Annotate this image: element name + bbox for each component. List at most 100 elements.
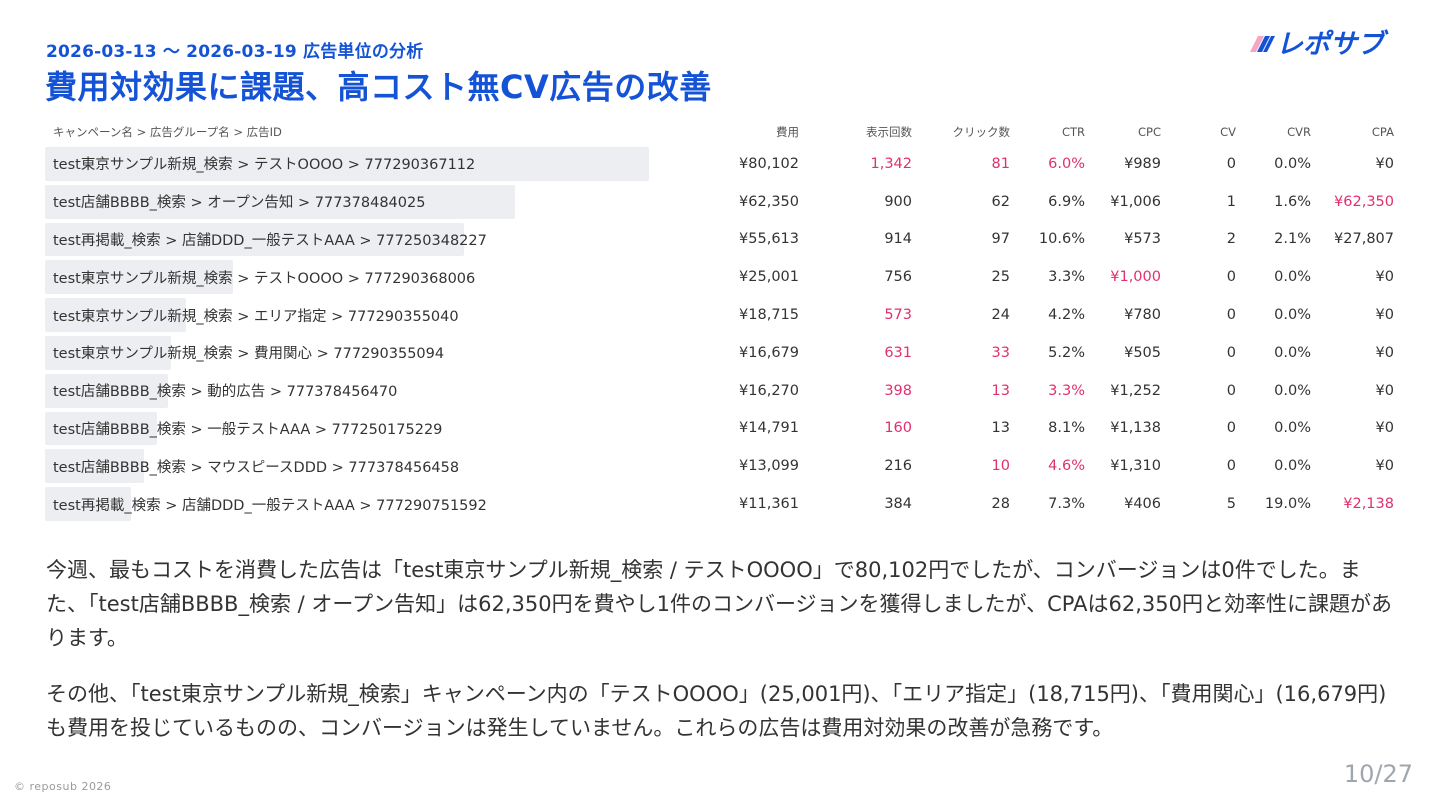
cell-cost: ¥25,001 — [739, 269, 799, 286]
cell-cv: 1 — [1226, 193, 1236, 210]
col-header-cpa: CPA — [1371, 124, 1394, 139]
ad-name-label: test店舗BBBB_検索 > 一般テストAAA > 777250175229 — [53, 421, 443, 438]
cell-cv: 0 — [1226, 420, 1236, 437]
cell-clicks: 33 — [991, 344, 1010, 361]
ad-name-label: test東京サンプル新規_検索 > 費用関心 > 777290355094 — [53, 346, 445, 363]
cell-cpa: ¥0 — [1375, 420, 1394, 437]
cell-cpa: ¥0 — [1375, 344, 1394, 361]
cell-ctr: 5.2% — [1048, 344, 1085, 361]
ad-name-label: test東京サンプル新規_検索 > エリア指定 > 777290355040 — [53, 308, 459, 325]
cost-bar — [45, 222, 464, 257]
table-row: test東京サンプル新規_検索 > テストOOOO > 777290368006… — [45, 258, 1402, 296]
cell-ad-name: test東京サンプル新規_検索 > テストOOOO > 777290367112 — [45, 145, 725, 183]
cell-impressions: 384 — [884, 496, 912, 513]
cell-ctr: 6.0% — [1048, 155, 1085, 172]
cell-impressions: 914 — [884, 231, 912, 248]
logo-text: レポサブ — [1276, 29, 1389, 60]
table-row: test再掲載_検索 > 店舗DDD_一般テストAAA > 7772907515… — [45, 485, 1402, 523]
copyright: © reposub 2026 — [14, 780, 112, 793]
cell-ad-name: test東京サンプル新規_検索 > エリア指定 > 777290355040 — [45, 296, 725, 334]
brand-logo: レポサブ — [1250, 26, 1412, 60]
cell-cpa: ¥0 — [1375, 269, 1394, 286]
cell-cost: ¥11,361 — [739, 496, 799, 513]
cell-cpc: ¥780 — [1124, 307, 1161, 324]
ad-name-label: test再掲載_検索 > 店舗DDD_一般テストAAA > 7772907515… — [53, 497, 487, 514]
table-row: test東京サンプル新規_検索 > 費用関心 > 777290355094 ¥16… — [45, 334, 1402, 372]
page-number: 10/27 — [1343, 760, 1413, 788]
cell-ctr: 3.3% — [1048, 269, 1085, 286]
cell-cvr: 0.0% — [1274, 382, 1311, 399]
cell-cvr: 0.0% — [1274, 458, 1311, 475]
ad-name-label: test店舗BBBB_検索 > オープン告知 > 777378484025 — [53, 195, 426, 212]
cell-impressions: 398 — [884, 382, 912, 399]
cost-bar — [45, 411, 157, 446]
cell-cpa: ¥27,807 — [1334, 231, 1394, 248]
cell-impressions: 756 — [884, 269, 912, 286]
cell-impressions: 216 — [884, 458, 912, 475]
table-row: test店舗BBBB_検索 > 一般テストAAA > 777250175229 ¥… — [45, 410, 1402, 448]
cell-cv: 0 — [1226, 382, 1236, 399]
cell-impressions: 900 — [884, 193, 912, 210]
cell-cvr: 0.0% — [1274, 307, 1311, 324]
cost-bar — [45, 487, 131, 521]
cell-ctr: 3.3% — [1048, 382, 1085, 399]
cell-cpa: ¥62,350 — [1334, 193, 1394, 210]
cell-cvr: 0.0% — [1274, 155, 1311, 172]
table-row: test店舗BBBB_検索 > 動的広告 > 777378456470 ¥16,2… — [45, 372, 1402, 410]
cell-ctr: 4.2% — [1048, 307, 1085, 324]
cell-ctr: 8.1% — [1048, 420, 1085, 437]
col-header-clicks: クリック数 — [952, 124, 1011, 139]
cell-clicks: 62 — [991, 193, 1010, 210]
ad-performance-table: キャンペーン名 > 広告グループ名 > 広告ID 費用 表示回数 クリック数 C… — [45, 118, 1402, 523]
cell-cvr: 2.1% — [1274, 231, 1311, 248]
cell-cv: 2 — [1226, 231, 1236, 248]
page-title: 費用対効果に課題、高コスト無CV広告の改善 — [45, 68, 712, 106]
cell-cpa: ¥0 — [1375, 458, 1394, 475]
cell-cpc: ¥1,310 — [1110, 458, 1161, 475]
cell-cpc: ¥1,138 — [1110, 420, 1161, 437]
col-header-cvr: CVR — [1287, 124, 1311, 139]
ad-name-label: test店舗BBBB_検索 > 動的広告 > 777378456470 — [53, 384, 398, 401]
cell-clicks: 13 — [991, 382, 1010, 399]
cell-cost: ¥80,102 — [739, 155, 799, 172]
cell-cv: 0 — [1226, 269, 1236, 286]
col-header-ctr: CTR — [1061, 124, 1085, 139]
cell-ad-name: test再掲載_検索 > 店舗DDD_一般テストAAA > 7772503482… — [45, 221, 725, 259]
cell-cpa: ¥2,138 — [1343, 496, 1394, 513]
cell-cpa: ¥0 — [1375, 155, 1394, 172]
cell-cv: 5 — [1226, 496, 1236, 513]
cell-clicks: 13 — [991, 420, 1010, 437]
cell-cost: ¥16,679 — [739, 344, 799, 361]
cell-cv: 0 — [1226, 307, 1236, 324]
cell-cvr: 1.6% — [1274, 193, 1311, 210]
cost-bar — [45, 147, 649, 181]
cost-bar — [45, 449, 144, 484]
cell-ad-name: test東京サンプル新規_検索 > テストOOOO > 777290368006 — [45, 258, 725, 296]
cell-ad-name: test店舗BBBB_検索 > 一般テストAAA > 777250175229 — [45, 410, 725, 448]
cell-cvr: 0.0% — [1274, 344, 1311, 361]
cell-cost: ¥55,613 — [739, 231, 799, 248]
cell-cpc: ¥406 — [1124, 496, 1161, 513]
cell-ad-name: test店舗BBBB_検索 > マウスピースDDD > 777378456458 — [45, 447, 725, 485]
cell-impressions: 573 — [884, 307, 912, 324]
col-header-cv: CV — [1220, 124, 1236, 139]
cell-clicks: 97 — [991, 231, 1010, 248]
cell-cvr: 19.0% — [1264, 496, 1311, 513]
cell-ad-name: test店舗BBBB_検索 > オープン告知 > 777378484025 — [45, 183, 725, 221]
cell-cv: 0 — [1226, 344, 1236, 361]
cell-impressions: 1,342 — [870, 155, 912, 172]
table-row: test店舗BBBB_検索 > オープン告知 > 777378484025 ¥62… — [45, 183, 1402, 221]
table-row: test店舗BBBB_検索 > マウスピースDDD > 777378456458… — [45, 447, 1402, 485]
cost-bar — [45, 184, 515, 219]
cell-ad-name: test東京サンプル新規_検索 > 費用関心 > 777290355094 — [45, 334, 725, 372]
ad-name-label: test東京サンプル新規_検索 > テストOOOO > 777290367112 — [53, 157, 476, 174]
cell-cost: ¥62,350 — [739, 193, 799, 210]
cell-cost: ¥16,270 — [739, 382, 799, 399]
cell-cvr: 0.0% — [1274, 269, 1311, 286]
cell-cpa: ¥0 — [1375, 382, 1394, 399]
ad-name-label: test店舗BBBB_検索 > マウスピースDDD > 777378456458 — [53, 459, 460, 476]
cost-bar — [45, 335, 171, 370]
table-row: test再掲載_検索 > 店舗DDD_一般テストAAA > 7772503482… — [45, 221, 1402, 259]
cell-ctr: 6.9% — [1048, 193, 1085, 210]
cell-cpc: ¥1,252 — [1110, 382, 1161, 399]
